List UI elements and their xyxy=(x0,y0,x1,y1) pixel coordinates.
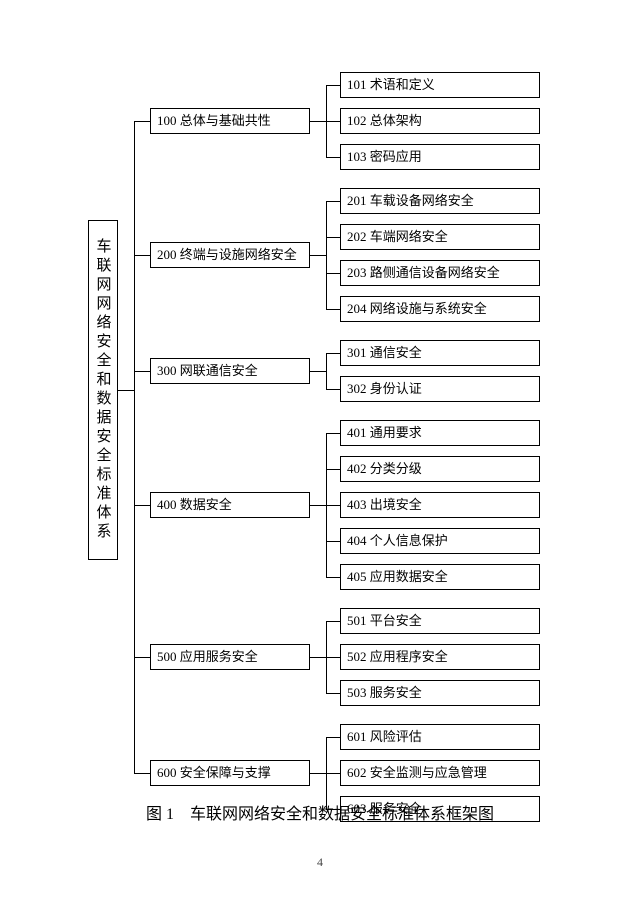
connector-h xyxy=(326,121,340,122)
connector-h xyxy=(134,121,150,122)
leaf-401: 401 通用要求 xyxy=(340,420,540,446)
connector-h xyxy=(326,469,340,470)
category-600: 600 安全保障与支撑 xyxy=(150,760,310,786)
leaf-101: 101 术语和定义 xyxy=(340,72,540,98)
category-100: 100 总体与基础共性 xyxy=(150,108,310,134)
leaf-301: 301 通信安全 xyxy=(340,340,540,366)
page-number: 4 xyxy=(0,855,640,870)
connector-h xyxy=(326,85,340,86)
connector-h xyxy=(310,371,326,372)
connector-h xyxy=(326,273,340,274)
connector-h xyxy=(134,657,150,658)
connector-h xyxy=(134,255,150,256)
connector-h xyxy=(310,505,326,506)
connector-h xyxy=(326,433,340,434)
connector-v xyxy=(134,121,135,773)
connector-h xyxy=(118,390,134,391)
connector-h xyxy=(326,505,340,506)
leaf-502: 502 应用程序安全 xyxy=(340,644,540,670)
connector-v xyxy=(326,201,327,309)
connector-v xyxy=(326,353,327,389)
connector-h xyxy=(326,657,340,658)
leaf-402: 402 分类分级 xyxy=(340,456,540,482)
leaf-405: 405 应用数据安全 xyxy=(340,564,540,590)
leaf-503: 503 服务安全 xyxy=(340,680,540,706)
root-node: 车联网网络安全和数据安全标准体系 xyxy=(88,220,118,560)
connector-h xyxy=(326,773,340,774)
category-300: 300 网联通信安全 xyxy=(150,358,310,384)
connector-h xyxy=(310,657,326,658)
leaf-404: 404 个人信息保护 xyxy=(340,528,540,554)
connector-h xyxy=(326,577,340,578)
leaf-103: 103 密码应用 xyxy=(340,144,540,170)
leaf-201: 201 车载设备网络安全 xyxy=(340,188,540,214)
connector-h xyxy=(310,121,326,122)
connector-h xyxy=(326,737,340,738)
category-200: 200 终端与设施网络安全 xyxy=(150,242,310,268)
connector-h xyxy=(326,389,340,390)
connector-h xyxy=(326,237,340,238)
leaf-203: 203 路侧通信设备网络安全 xyxy=(340,260,540,286)
connector-h xyxy=(326,353,340,354)
leaf-602: 602 安全监测与应急管理 xyxy=(340,760,540,786)
leaf-601: 601 风险评估 xyxy=(340,724,540,750)
leaf-302: 302 身份认证 xyxy=(340,376,540,402)
category-500: 500 应用服务安全 xyxy=(150,644,310,670)
figure-caption: 图 1 车联网网络安全和数据安全标准体系框架图 xyxy=(0,800,640,824)
connector-h xyxy=(310,255,326,256)
page: 101 术语和定义 102 总体架构 103 密码应用 100 总体与基础共性 201 … xyxy=(0,0,640,905)
connector-h xyxy=(326,693,340,694)
category-400: 400 数据安全 xyxy=(150,492,310,518)
connector-h xyxy=(134,371,150,372)
leaf-204: 204 网络设施与系统安全 xyxy=(340,296,540,322)
leaf-102: 102 总体架构 xyxy=(340,108,540,134)
leaf-403: 403 出境安全 xyxy=(340,492,540,518)
connector-h xyxy=(310,773,326,774)
leaf-202: 202 车端网络安全 xyxy=(340,224,540,250)
connector-h xyxy=(134,505,150,506)
connector-h xyxy=(326,621,340,622)
connector-h xyxy=(326,201,340,202)
connector-h xyxy=(326,309,340,310)
connector-h xyxy=(326,541,340,542)
connector-h xyxy=(134,773,150,774)
connector-h xyxy=(326,157,340,158)
leaf-501: 501 平台安全 xyxy=(340,608,540,634)
